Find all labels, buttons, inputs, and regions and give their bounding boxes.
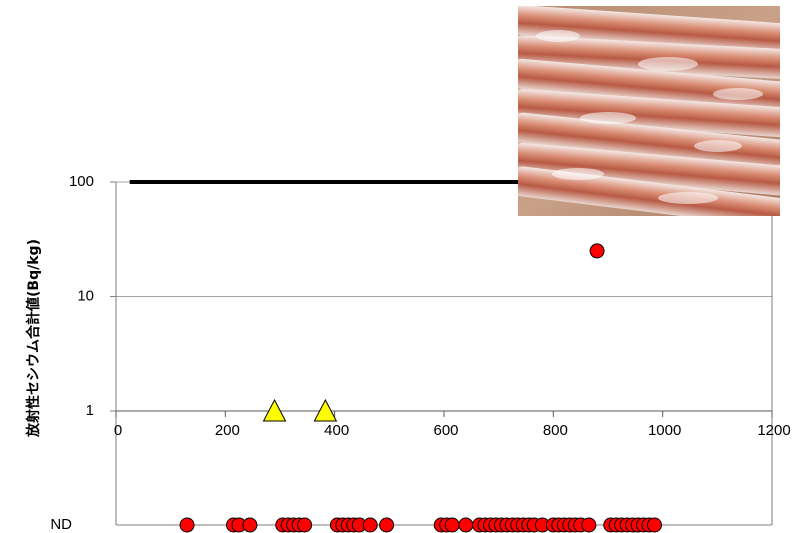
nd-point-47 — [646, 517, 662, 533]
y-tick-label-10: 10 — [77, 287, 94, 304]
grid-layer — [116, 181, 772, 412]
nd-point-3 — [242, 517, 258, 533]
nd-point-19 — [458, 517, 474, 533]
y-tick-label-1: 1 — [86, 402, 94, 419]
frozen-squid-photo — [518, 6, 780, 216]
detected-point-0 — [589, 243, 605, 259]
x-tick-label-200: 200 — [215, 422, 240, 439]
triangle-point-0 — [262, 398, 287, 422]
nd-point-8 — [297, 517, 313, 533]
x-tick-label-1000: 1000 — [648, 422, 681, 439]
nd-point-14 — [362, 517, 378, 533]
marks-layer — [129, 180, 772, 533]
y-tick-label-100: 100 — [69, 173, 94, 190]
triangle-point-1 — [313, 398, 338, 422]
y-axis-label: 放射性セシウム合計値(Bq/kg) — [25, 239, 42, 438]
nd-point-15 — [379, 517, 395, 533]
nd-point-38 — [581, 517, 597, 533]
nd-label: ND — [50, 516, 72, 533]
nd-point-18 — [444, 517, 460, 533]
axis-layer — [110, 181, 773, 526]
x-tick-label-0: 0 — [114, 422, 122, 439]
x-tick-label-800: 800 — [543, 422, 568, 439]
nd-point-0 — [179, 517, 195, 533]
x-tick-label-1200: 1200 — [757, 422, 790, 439]
x-tick-label-600: 600 — [433, 422, 458, 439]
x-tick-label-400: 400 — [324, 422, 349, 439]
